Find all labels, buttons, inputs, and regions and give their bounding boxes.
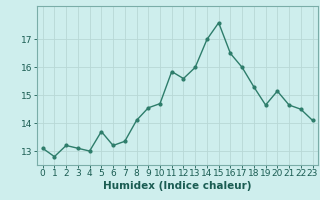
X-axis label: Humidex (Indice chaleur): Humidex (Indice chaleur) [103,181,252,191]
